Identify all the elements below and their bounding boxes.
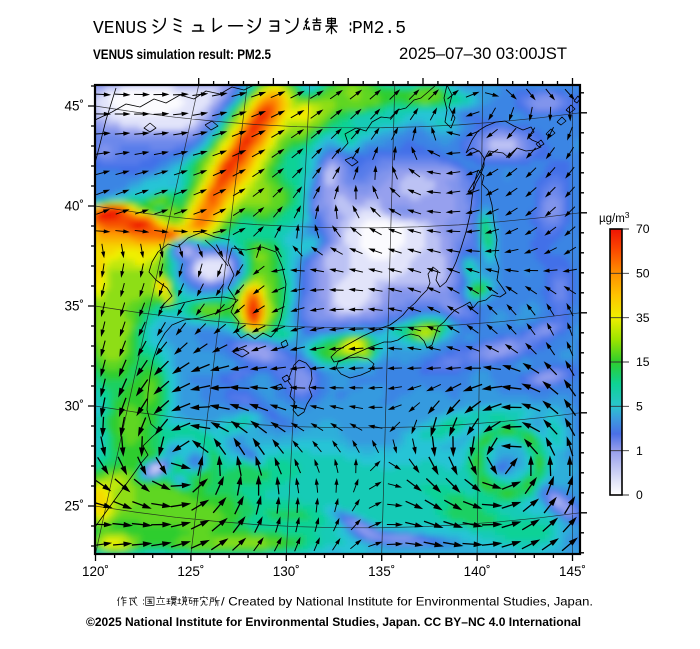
- svg-text:µg/m3: µg/m3: [599, 210, 630, 225]
- svg-text:125˚: 125˚: [177, 564, 204, 579]
- svg-text:15: 15: [636, 355, 650, 369]
- svg-text:1: 1: [636, 444, 643, 458]
- svg-text:135˚: 135˚: [368, 564, 395, 579]
- svg-text:2025–07–30 03:00JST: 2025–07–30 03:00JST: [399, 45, 567, 63]
- svg-text:130˚: 130˚: [273, 564, 300, 579]
- svg-text:30˚: 30˚: [64, 399, 84, 414]
- svg-text:5: 5: [636, 400, 643, 414]
- svg-text:©2025 National Institute for E: ©2025 National Institute for Environment…: [86, 615, 581, 629]
- svg-text:0: 0: [636, 488, 643, 502]
- svg-text:35: 35: [636, 311, 650, 325]
- svg-text:VENUS: VENUS: [93, 19, 147, 39]
- svg-text:145˚: 145˚: [559, 564, 586, 579]
- svg-text:/ Created by National Institut: / Created by National Institute for Envi…: [221, 595, 593, 609]
- svg-text:120˚: 120˚: [82, 564, 109, 579]
- svg-text:50: 50: [636, 267, 650, 281]
- svg-text:35˚: 35˚: [64, 299, 84, 314]
- svg-text:PM2.5: PM2.5: [352, 19, 406, 39]
- svg-text:25˚: 25˚: [64, 499, 84, 514]
- svg-text:40˚: 40˚: [64, 199, 84, 214]
- svg-text:VENUS simulation result: PM2.5: VENUS simulation result: PM2.5: [93, 46, 271, 62]
- svg-text:45˚: 45˚: [64, 99, 84, 114]
- svg-text:70: 70: [636, 222, 650, 236]
- svg-text:140˚: 140˚: [464, 564, 491, 579]
